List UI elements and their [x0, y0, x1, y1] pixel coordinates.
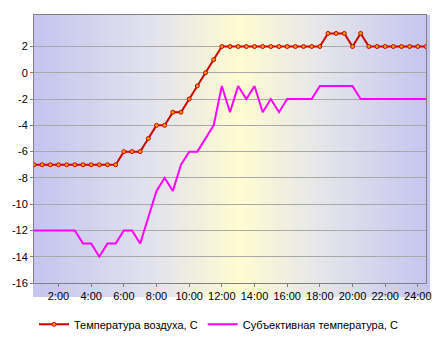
- svg-text:16:00: 16:00: [273, 290, 301, 302]
- svg-text:-16: -16: [12, 277, 28, 289]
- svg-text:2: 2: [22, 40, 28, 52]
- svg-text:-4: -4: [18, 119, 28, 131]
- svg-text:-10: -10: [12, 198, 28, 210]
- svg-text:14:00: 14:00: [241, 290, 269, 302]
- svg-text:8:00: 8:00: [146, 290, 167, 302]
- svg-text:-6: -6: [18, 145, 28, 157]
- svg-text:12:00: 12:00: [208, 290, 236, 302]
- svg-text:22:00: 22:00: [371, 290, 399, 302]
- svg-text:2:00: 2:00: [48, 290, 69, 302]
- svg-text:20:00: 20:00: [339, 290, 367, 302]
- svg-text:-2: -2: [18, 93, 28, 105]
- svg-text:4:00: 4:00: [80, 290, 101, 302]
- svg-text:10:00: 10:00: [175, 290, 203, 302]
- svg-text:24:00: 24:00: [404, 290, 432, 302]
- svg-text:Субъективная температура, С: Субъективная температура, С: [243, 319, 398, 331]
- svg-text:-8: -8: [18, 172, 28, 184]
- svg-text:Температура воздуха, С: Температура воздуха, С: [74, 319, 198, 331]
- svg-text:6:00: 6:00: [113, 290, 134, 302]
- svg-text:-14: -14: [12, 251, 28, 263]
- svg-text:-12: -12: [12, 224, 28, 236]
- svg-text:0: 0: [22, 67, 28, 79]
- svg-text:18:00: 18:00: [306, 290, 334, 302]
